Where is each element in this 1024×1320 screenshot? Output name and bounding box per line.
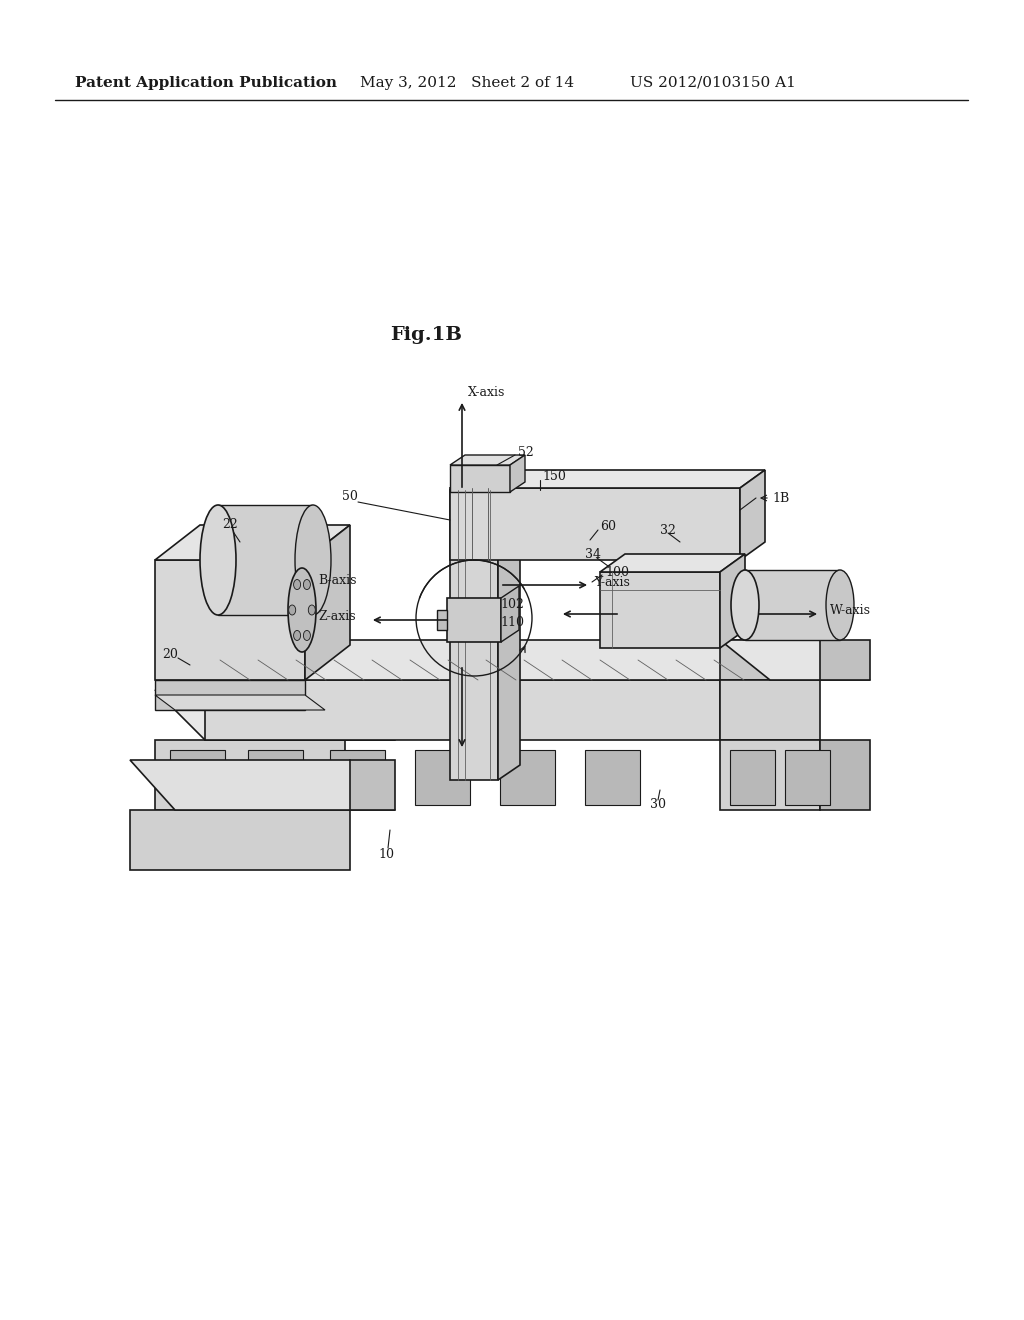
Text: 102: 102 (500, 598, 524, 611)
Text: 50: 50 (342, 491, 357, 503)
Polygon shape (450, 470, 765, 488)
Text: Z-axis: Z-axis (318, 610, 355, 623)
Polygon shape (500, 750, 555, 805)
Text: Patent Application Publication: Patent Application Publication (75, 77, 337, 90)
Polygon shape (450, 490, 498, 780)
Text: 100: 100 (605, 565, 629, 578)
Polygon shape (510, 455, 525, 492)
Ellipse shape (294, 579, 301, 590)
Polygon shape (730, 750, 775, 805)
Text: 52: 52 (518, 446, 534, 458)
Text: 22: 22 (222, 519, 238, 532)
Polygon shape (745, 570, 840, 640)
Ellipse shape (731, 570, 759, 640)
Polygon shape (820, 741, 870, 810)
Polygon shape (155, 560, 305, 680)
Ellipse shape (303, 631, 310, 640)
Polygon shape (450, 455, 525, 465)
Ellipse shape (288, 568, 316, 652)
Polygon shape (498, 475, 520, 780)
Polygon shape (450, 475, 520, 490)
Polygon shape (447, 598, 501, 642)
Text: 34: 34 (585, 549, 601, 561)
Text: 20: 20 (162, 648, 178, 661)
Polygon shape (720, 741, 820, 810)
Polygon shape (155, 525, 350, 560)
Text: 32: 32 (660, 524, 676, 536)
Polygon shape (450, 488, 740, 560)
Polygon shape (155, 680, 305, 710)
Text: 60: 60 (600, 520, 616, 533)
Text: B-axis: B-axis (318, 573, 356, 586)
Polygon shape (330, 750, 385, 805)
Ellipse shape (200, 506, 236, 615)
Polygon shape (305, 525, 350, 680)
Polygon shape (350, 760, 395, 810)
Text: X-axis: X-axis (468, 385, 506, 399)
Ellipse shape (826, 570, 854, 640)
Polygon shape (205, 640, 770, 680)
Polygon shape (740, 470, 765, 560)
Ellipse shape (289, 605, 296, 615)
Text: Y-axis: Y-axis (594, 576, 630, 589)
Text: 1B: 1B (772, 491, 790, 504)
Polygon shape (720, 640, 770, 680)
Polygon shape (585, 750, 640, 805)
Polygon shape (450, 465, 510, 492)
Polygon shape (170, 750, 225, 805)
Ellipse shape (303, 579, 310, 590)
Polygon shape (155, 696, 325, 710)
Text: 150: 150 (542, 470, 566, 483)
Polygon shape (820, 640, 870, 680)
Polygon shape (501, 586, 519, 642)
Polygon shape (600, 554, 745, 572)
Text: US 2012/0103150 A1: US 2012/0103150 A1 (630, 77, 796, 90)
Polygon shape (130, 760, 395, 810)
Polygon shape (155, 741, 345, 810)
Polygon shape (345, 690, 395, 741)
Ellipse shape (308, 605, 315, 615)
Text: 110: 110 (500, 615, 524, 628)
Polygon shape (415, 750, 470, 805)
Polygon shape (785, 750, 830, 805)
Polygon shape (720, 640, 870, 680)
Ellipse shape (294, 631, 301, 640)
Polygon shape (218, 506, 313, 615)
Text: May 3, 2012   Sheet 2 of 14: May 3, 2012 Sheet 2 of 14 (360, 77, 574, 90)
Polygon shape (437, 610, 447, 630)
Polygon shape (600, 572, 720, 648)
Polygon shape (248, 750, 303, 805)
Text: 30: 30 (650, 799, 666, 812)
Polygon shape (155, 690, 395, 741)
Polygon shape (205, 680, 720, 741)
Ellipse shape (295, 506, 331, 615)
Polygon shape (130, 810, 350, 870)
Text: 10: 10 (378, 849, 394, 862)
Polygon shape (720, 680, 820, 741)
Text: W-axis: W-axis (830, 605, 871, 618)
Polygon shape (720, 554, 745, 648)
Text: Fig.1B: Fig.1B (390, 326, 462, 345)
